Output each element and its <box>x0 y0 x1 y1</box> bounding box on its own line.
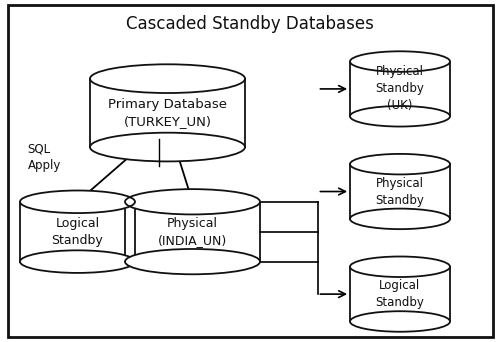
Text: Logical
Standby: Logical Standby <box>376 279 424 309</box>
Ellipse shape <box>350 256 450 277</box>
Ellipse shape <box>350 311 450 332</box>
Ellipse shape <box>125 249 260 274</box>
Text: Physical
(INDIA_UN): Physical (INDIA_UN) <box>158 217 227 247</box>
Text: Primary Database
(TURKEY_UN): Primary Database (TURKEY_UN) <box>108 98 227 128</box>
Text: ARCH: ARCH <box>124 146 156 159</box>
Ellipse shape <box>350 51 450 72</box>
Ellipse shape <box>125 189 260 214</box>
Ellipse shape <box>350 209 450 229</box>
Text: Physical
Standby
(UK): Physical Standby (UK) <box>376 65 424 113</box>
Bar <box>125 202 260 262</box>
Bar <box>90 79 245 147</box>
Ellipse shape <box>350 106 450 127</box>
Bar <box>20 202 135 262</box>
Text: Cascaded Standby Databases: Cascaded Standby Databases <box>126 15 374 34</box>
Bar <box>350 267 450 321</box>
Text: REDO: REDO <box>162 146 196 159</box>
Ellipse shape <box>350 154 450 174</box>
Bar <box>350 164 450 219</box>
Text: Physical
Standby: Physical Standby <box>376 176 424 207</box>
Ellipse shape <box>90 64 245 93</box>
Ellipse shape <box>20 190 135 213</box>
Ellipse shape <box>90 133 245 161</box>
FancyBboxPatch shape <box>8 5 492 337</box>
Text: Logical
Standby: Logical Standby <box>52 217 104 247</box>
Ellipse shape <box>20 250 135 273</box>
Bar <box>350 62 450 116</box>
Text: SQL
Apply: SQL Apply <box>28 143 61 172</box>
